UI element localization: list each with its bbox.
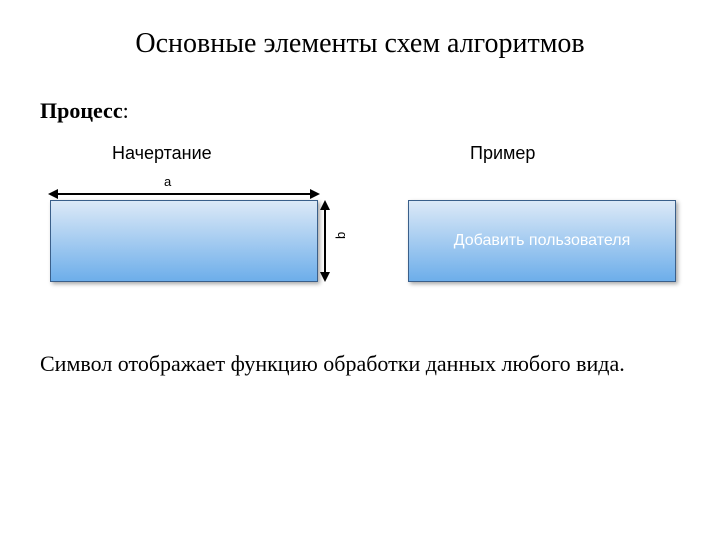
dimension-b-label: b: [333, 232, 348, 239]
process-block-drawing: [50, 200, 318, 282]
subtitle-bold: Процесс: [40, 98, 123, 123]
description-text: Символ отображает функцию обработки данн…: [40, 350, 680, 379]
dimension-arrow-vertical: [324, 202, 326, 280]
page-title: Основные элементы схем алгоритмов: [0, 28, 720, 60]
label-drawing: Начертание: [112, 144, 232, 164]
process-block-example: Добавить пользователя: [408, 200, 676, 282]
dimension-a-label: a: [164, 174, 171, 189]
label-example: Пример: [470, 144, 550, 164]
dimension-arrow-horizontal: [50, 193, 318, 195]
section-subtitle: Процесс:: [40, 98, 129, 124]
process-block-example-label: Добавить пользователя: [454, 232, 630, 250]
subtitle-tail: :: [123, 98, 129, 123]
